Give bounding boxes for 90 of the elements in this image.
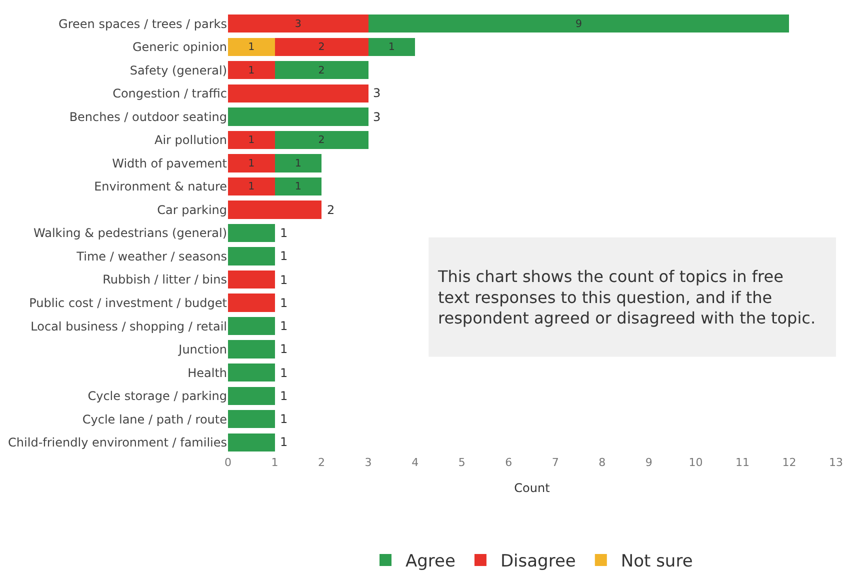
- y-tick-label: Car parking: [157, 202, 227, 217]
- y-tick-label: Cycle storage / parking: [88, 389, 227, 404]
- y-tick-label: Benches / outdoor seating: [69, 110, 227, 124]
- total-label: 2: [327, 203, 335, 217]
- data-label: 1: [248, 180, 255, 193]
- y-tick-label: Cycle lane / path / route: [82, 412, 227, 426]
- bar: [228, 108, 368, 126]
- data-label: 3: [294, 18, 302, 30]
- y-tick-label: Air pollution: [154, 133, 227, 148]
- bar: [274, 177, 322, 196]
- x-tick-label: 12: [782, 456, 796, 469]
- x-tick-label: 1: [271, 456, 278, 469]
- bar: [274, 38, 368, 56]
- x-tick-label: 9: [645, 456, 652, 469]
- bar: [228, 364, 275, 382]
- x-axis-title: Count: [514, 480, 550, 495]
- legend-label: Disagree: [500, 552, 576, 572]
- bar: [228, 177, 275, 196]
- bar: [228, 294, 275, 312]
- total-label: 3: [373, 86, 381, 100]
- y-tick-label: Walking & pedestrians (general): [34, 226, 227, 240]
- bar: [228, 340, 275, 358]
- x-tick-label: 4: [412, 456, 419, 469]
- bar: [228, 433, 275, 452]
- data-label: 2: [318, 134, 325, 146]
- bar: [228, 84, 368, 102]
- bar: [228, 130, 275, 150]
- x-tick-label: 8: [598, 456, 606, 469]
- x-tick-label: 3: [364, 456, 372, 469]
- total-label: 1: [280, 342, 288, 356]
- legend-label: Agree: [406, 552, 456, 572]
- bar: [228, 224, 275, 242]
- data-label: 9: [575, 18, 582, 30]
- y-tick-label: Junction: [178, 342, 227, 357]
- total-label: 1: [280, 319, 288, 333]
- x-tick-label: 13: [829, 456, 843, 469]
- total-label: 1: [280, 249, 288, 263]
- bar: [274, 61, 368, 80]
- y-tick-label: Rubbish / litter / bins: [102, 272, 227, 287]
- x-tick-label: 11: [735, 456, 750, 469]
- x-tick-label: 2: [318, 456, 326, 469]
- data-label: 2: [318, 41, 325, 54]
- total-label: 1: [280, 389, 288, 403]
- y-tick-label: Safety (general): [130, 63, 227, 78]
- total-label: 1: [280, 412, 288, 426]
- bar: [228, 410, 275, 428]
- y-tick-label: Public cost / investment / budget: [29, 296, 228, 310]
- y-tick-label: Generic opinion: [132, 40, 227, 54]
- bar: [274, 130, 368, 150]
- total-label: 1: [280, 296, 288, 310]
- bar: [228, 61, 275, 80]
- data-label: 1: [248, 64, 255, 76]
- y-tick-label: Width of pavement: [112, 156, 228, 170]
- y-tick-label: Health: [188, 366, 227, 380]
- bar: [228, 38, 275, 56]
- x-tick-label: 5: [458, 456, 466, 469]
- total-label: 1: [280, 226, 288, 240]
- bar: [228, 200, 322, 219]
- data-label: 1: [294, 157, 302, 170]
- y-tick-label: Environment & nature: [94, 180, 227, 194]
- bar: [228, 270, 275, 289]
- x-tick-label: 10: [688, 456, 703, 469]
- data-label: 1: [248, 41, 255, 54]
- x-tick-label: 7: [552, 456, 559, 469]
- y-tick-label: Time / weather / seasons: [76, 249, 227, 264]
- bar: [228, 386, 275, 405]
- y-tick-label: Green spaces / trees / parks: [58, 16, 227, 31]
- bar: [228, 14, 368, 33]
- data-label: 1: [388, 41, 395, 54]
- bar: [368, 14, 790, 33]
- total-label: 1: [280, 435, 288, 449]
- y-tick-label: Local business / shopping / retail: [30, 319, 227, 334]
- annotation: This chart shows the count of topics in free text responses to this question, and if the respondent agreed or disagreed with the topic.: [437, 267, 816, 328]
- bar: [228, 154, 275, 172]
- data-label: 2: [318, 64, 325, 76]
- total-label: 1: [280, 366, 288, 380]
- y-tick-label: Congestion / traffic: [112, 86, 227, 101]
- x-tick-label: 0: [224, 456, 232, 469]
- y-tick-label: Child-friendly environment / families: [8, 436, 227, 450]
- bar: [368, 38, 416, 56]
- data-label: 1: [294, 180, 302, 193]
- bar: [228, 316, 275, 336]
- legend-label: Not sure: [620, 552, 693, 572]
- data-label: 1: [248, 157, 255, 170]
- total-label: 3: [373, 110, 381, 124]
- bar: [228, 247, 275, 266]
- bar: [274, 154, 322, 172]
- total-label: 1: [280, 273, 288, 287]
- x-tick-label: 6: [505, 456, 512, 469]
- data-label: 1: [248, 134, 255, 146]
